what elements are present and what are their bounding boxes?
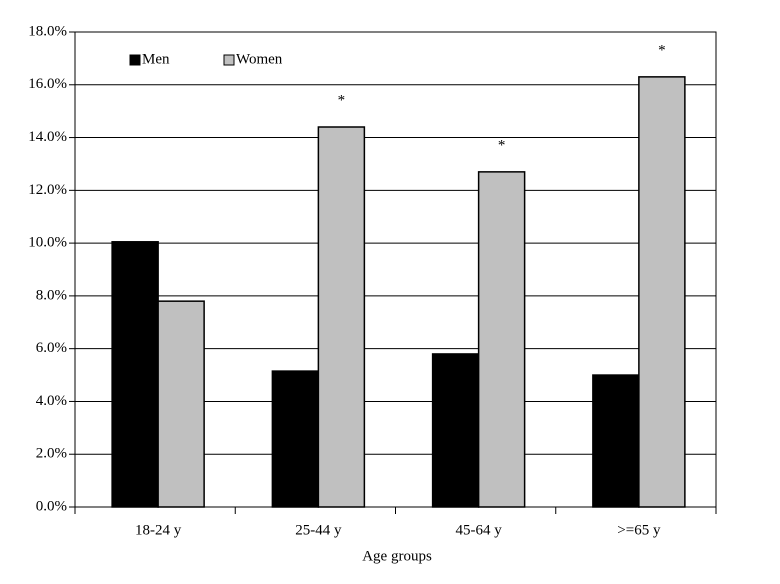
x-tick-label: 45-64 y (456, 522, 503, 538)
legend-label: Men (142, 51, 170, 67)
legend-swatch (223, 54, 235, 66)
x-tick-label: >=65 y (617, 522, 661, 538)
bar (638, 76, 686, 508)
annotation: * (338, 92, 346, 108)
bar (477, 171, 526, 508)
y-tick-label: 2.0% (36, 446, 67, 462)
y-tick-label: 10.0% (28, 235, 67, 251)
y-tick-label: 14.0% (28, 129, 67, 145)
bar (157, 300, 205, 508)
y-tick-label: 18.0% (28, 23, 67, 39)
y-tick-label: 0.0% (36, 498, 67, 514)
bar (271, 370, 320, 508)
y-tick-label: 8.0% (36, 287, 67, 303)
y-tick-label: 4.0% (36, 393, 67, 409)
bar (592, 374, 640, 508)
x-axis-label: Age groups (362, 548, 432, 564)
annotation: * (498, 137, 506, 153)
y-tick-label: 12.0% (28, 182, 67, 198)
y-tick-label: 6.0% (36, 340, 67, 356)
annotation: * (658, 42, 666, 58)
legend-swatch (129, 54, 141, 66)
bar (111, 241, 159, 508)
bar (431, 353, 480, 508)
legend-label: Women (236, 51, 283, 67)
bar (317, 126, 366, 508)
x-tick-label: 18-24 y (135, 522, 182, 538)
x-tick-label: 25-44 y (295, 522, 342, 538)
y-tick-label: 16.0% (28, 76, 67, 92)
